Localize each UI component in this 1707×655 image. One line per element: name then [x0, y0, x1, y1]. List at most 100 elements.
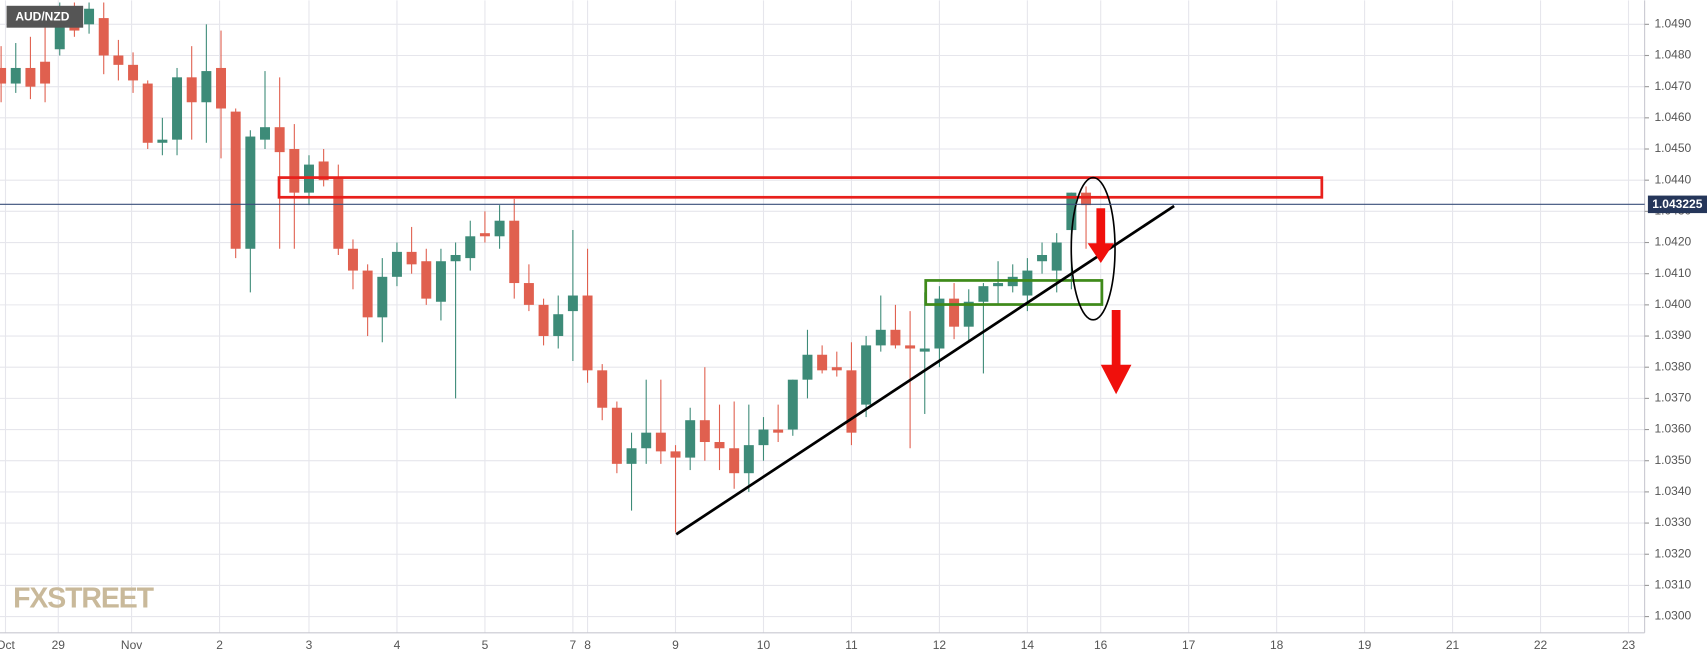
x-tick-label: 17	[1182, 638, 1196, 652]
candle-body	[494, 220, 505, 237]
candle-body	[142, 83, 153, 143]
y-tick-label: 1.0400	[1654, 297, 1691, 311]
x-tick-label: 9	[672, 638, 679, 652]
candle-body	[670, 451, 681, 458]
down-arrow	[1087, 208, 1114, 263]
support-box	[924, 279, 1104, 306]
candle-body	[597, 370, 608, 408]
candle-body	[201, 71, 212, 103]
candle-body	[890, 329, 901, 346]
candle-body	[435, 261, 446, 302]
candle-body	[333, 177, 344, 249]
down-arrow	[1100, 309, 1132, 395]
candle-body	[905, 345, 916, 349]
y-tick-label: 1.0490	[1654, 16, 1691, 30]
candle-body	[274, 127, 285, 153]
y-tick-label: 1.0470	[1654, 79, 1691, 93]
x-tick-label: Oct	[0, 638, 16, 652]
candle-body	[216, 67, 227, 109]
candle-body	[347, 248, 358, 271]
candle-body	[1022, 270, 1033, 296]
x-tick-label: 3	[306, 638, 313, 652]
candle-body	[934, 298, 945, 349]
candle-body	[978, 286, 989, 302]
candle-body	[172, 77, 183, 140]
x-tick-label: 16	[1094, 638, 1108, 652]
y-tick-label: 1.0330	[1654, 515, 1691, 529]
candle-body	[846, 370, 857, 433]
candle-body	[831, 367, 842, 371]
x-tick-label: Nov	[121, 638, 142, 652]
candle-body	[362, 270, 373, 318]
candle-body	[538, 304, 549, 337]
candle-body	[186, 77, 197, 103]
candle-body	[1051, 242, 1062, 271]
y-tick-label: 1.0310	[1654, 578, 1691, 592]
candle-body	[1037, 254, 1048, 262]
candle-body	[260, 127, 270, 140]
candle-body	[875, 329, 886, 346]
candle-body	[377, 276, 388, 318]
candle-body	[230, 111, 241, 249]
candle-body	[949, 298, 960, 327]
y-tick-label: 1.0380	[1654, 359, 1691, 373]
watermark: FXSTREET	[13, 582, 154, 614]
y-tick-label: 1.0300	[1654, 609, 1691, 623]
candle-body	[40, 61, 51, 84]
x-tick-label: 5	[482, 638, 489, 652]
y-tick-label: 1.0340	[1654, 484, 1691, 498]
candle-body	[773, 429, 784, 433]
candle-body	[523, 283, 534, 305]
candle-body	[919, 348, 930, 352]
candle-body	[611, 407, 622, 464]
y-tick-label: 1.0350	[1654, 453, 1691, 467]
annotations	[277, 176, 1324, 536]
y-tick-label: 1.0320	[1654, 546, 1691, 560]
highlight-ellipse	[1070, 176, 1116, 321]
candle-body	[157, 139, 168, 143]
candle-body	[743, 445, 754, 474]
x-tick-label: 11	[845, 638, 858, 652]
resistance-box	[277, 176, 1324, 199]
candle-body	[84, 8, 95, 25]
candle-body	[0, 67, 7, 84]
x-tick-label: 23	[1622, 638, 1636, 652]
candle-body	[465, 236, 476, 259]
candle-body	[758, 429, 769, 446]
candle-body	[113, 55, 124, 65]
candle-body	[817, 354, 828, 371]
x-tick-label: 7	[570, 638, 577, 652]
y-tick-label: 1.0410	[1654, 266, 1691, 280]
title-box	[6, 5, 84, 28]
candle-body	[582, 295, 593, 371]
candle-body	[714, 442, 725, 449]
candle-body	[655, 432, 666, 452]
x-tick-label: 21	[1446, 638, 1460, 652]
candle-body	[98, 18, 109, 56]
y-tick-label: 1.0370	[1654, 391, 1691, 405]
candle-body	[421, 261, 432, 299]
candle-body	[450, 254, 461, 262]
candle-body	[25, 67, 36, 87]
candle-body	[289, 149, 300, 193]
candle-body	[699, 420, 710, 443]
candle-body	[787, 379, 798, 430]
candle-body	[993, 283, 1004, 287]
y-tick-label: 1.0420	[1654, 235, 1691, 249]
y-tick-label: 1.0480	[1654, 48, 1691, 62]
grid	[0, 0, 1645, 633]
candle-body	[626, 448, 637, 464]
candle-body	[318, 161, 329, 181]
candle-body	[685, 420, 696, 458]
candle-body	[479, 233, 490, 237]
last-price-label: 1.043225	[1652, 197, 1702, 211]
y-tick-label: 1.0460	[1654, 110, 1691, 124]
chart-title: AUD/NZD	[15, 9, 69, 23]
x-tick-label: 14	[1021, 638, 1035, 652]
x-tick-label: 4	[394, 638, 401, 652]
last-price-box	[1647, 195, 1707, 214]
x-tick-label: 8	[584, 638, 591, 652]
candle-body	[245, 136, 256, 249]
x-tick-label: 12	[933, 638, 947, 652]
candle-body	[567, 295, 578, 312]
